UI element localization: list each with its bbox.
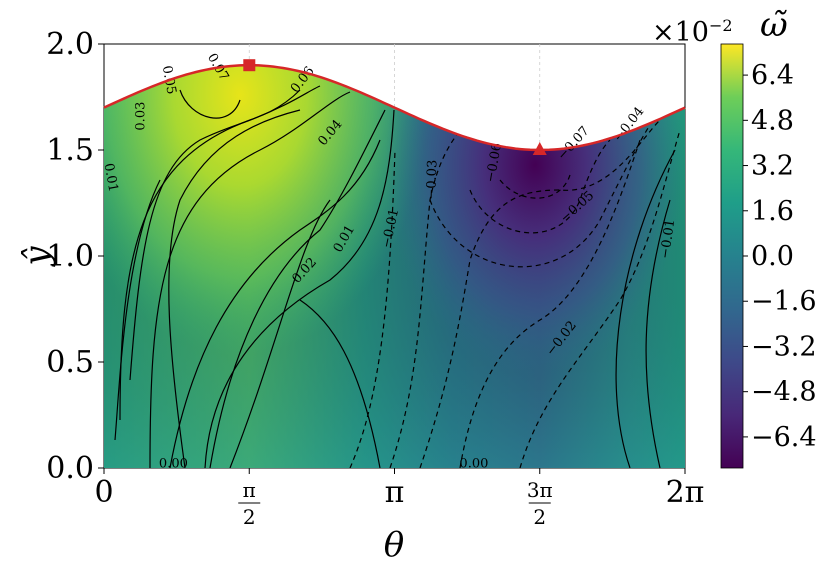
- colorbar-multiplier-exponent: −2: [709, 16, 733, 35]
- contour-lines: [114, 85, 681, 468]
- colorbar-multiplier: ×10−2: [652, 16, 733, 48]
- upper-boundary-curve: [103, 63, 686, 152]
- contour-line-positive: [114, 179, 161, 441]
- contour-label: 0.00: [459, 456, 488, 471]
- contour-line-positive: [149, 91, 351, 468]
- contour-line-positive: [229, 199, 331, 468]
- y-axis-title: ŷ: [17, 246, 57, 268]
- colorbar-multiplier-base: ×10: [652, 17, 709, 48]
- x-tick-label: 0: [94, 475, 113, 510]
- colorbar-tick-label: 3.2: [751, 151, 794, 182]
- y-tick-label: 2.0: [46, 27, 94, 62]
- x-tick-label: π: [385, 475, 405, 510]
- contour-line-negative: [459, 139, 641, 468]
- x-tick-label: 2π: [666, 475, 705, 510]
- x-tick-label-denominator: 2: [533, 505, 546, 529]
- colorbar-title: ω̃: [760, 5, 788, 45]
- contour-line-positive: [645, 199, 671, 468]
- contour-line-negative: [469, 139, 611, 234]
- x-axis-title: θ: [384, 525, 404, 565]
- vorticity-field: [104, 65, 685, 468]
- contour-line-negative: [349, 149, 396, 468]
- contour-label: −0.06: [483, 142, 505, 184]
- contour-line-positive: [209, 109, 386, 468]
- x-tick-label-numerator: π: [243, 478, 256, 502]
- contour-line-positive: [299, 299, 381, 468]
- contour-line-positive: [204, 109, 395, 468]
- y-tick-label: 1.0: [46, 239, 94, 274]
- colorbar-tick-label: −1.6: [751, 286, 817, 317]
- x-tick-label-numerator: 3π: [527, 478, 553, 502]
- colorbar-tick-label: 1.6: [751, 196, 794, 227]
- colorbar-tick-label: 0.0: [751, 241, 794, 272]
- contour-label: −0.01: [658, 218, 678, 260]
- colorbar-ticks: 6.4 4.8 3.2 1.6 0.0 −1.6 −3.2 −4.8 −6.4: [743, 60, 817, 453]
- colorbar-tick-label: 6.4: [751, 60, 794, 91]
- colorbar-tick-label: −4.8: [751, 377, 817, 408]
- contour-line-negative: [389, 119, 471, 468]
- contour-line-positive: [168, 109, 301, 468]
- contour-line-positive: [615, 149, 676, 468]
- colorbar: [720, 43, 744, 469]
- contour-line-positive: [179, 89, 241, 119]
- contour-line-negative: [499, 174, 571, 199]
- y-tick-label: 0.0: [46, 451, 94, 486]
- x-tick-label-denominator: 2: [243, 505, 256, 529]
- contour-line-positive: [119, 85, 321, 421]
- y-tick-label: 0.5: [46, 345, 94, 380]
- contour-label: 0.03: [134, 102, 149, 131]
- y-axis-ticks: 0.0 0.5 1.0 1.5 2.0: [46, 27, 104, 486]
- min-marker-triangle: [532, 142, 547, 155]
- max-marker-square: [243, 59, 256, 72]
- contour-label: 0.01: [101, 162, 121, 193]
- contour-line-positive: [169, 139, 381, 468]
- y-tick-label: 1.5: [46, 133, 94, 168]
- colorbar-tick-label: −3.2: [751, 331, 817, 362]
- contour-line-positive: [129, 89, 301, 381]
- contour-label: 0.00: [159, 456, 188, 471]
- colorbar-tick-label: −6.4: [751, 422, 817, 453]
- contour-line-negative: [429, 124, 651, 268]
- contour-label: −0.03: [424, 160, 440, 200]
- colorbar-tick-label: 4.8: [751, 105, 794, 136]
